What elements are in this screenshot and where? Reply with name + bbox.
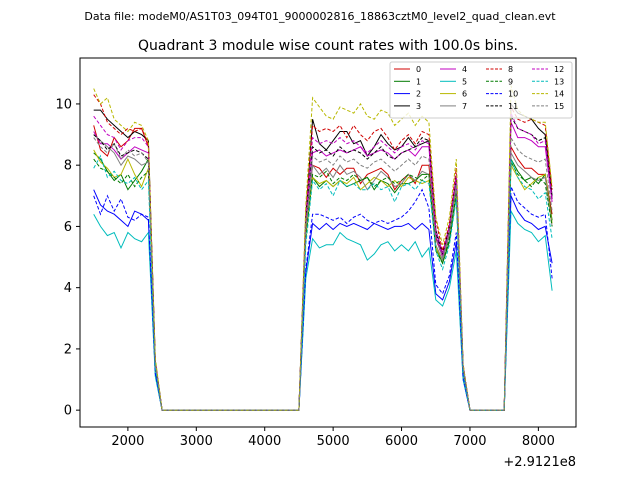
series-line-5 (93, 209, 553, 411)
y-axis: 0 2 4 6 8 10 (55, 97, 80, 419)
series-line-1 (93, 152, 553, 411)
legend-label-5: 5 (462, 77, 467, 86)
legend-label-4: 4 (462, 65, 467, 74)
series-line-0 (93, 125, 553, 411)
legend-label-14: 14 (554, 90, 564, 99)
y-tick-label: 10 (55, 97, 72, 112)
y-tick-label: 6 (64, 220, 72, 235)
series-layer (93, 85, 553, 411)
data-file-label: Data file: modeM0/AS1T03_094T01_90000028… (84, 10, 556, 23)
series-line-9 (93, 158, 553, 411)
series-line-7 (93, 134, 553, 411)
x-tick-label: 3000 (180, 434, 213, 449)
x-tick-label: 4000 (248, 434, 281, 449)
series-line-8 (93, 94, 553, 411)
series-line-4 (93, 122, 553, 411)
legend-label-6: 6 (462, 90, 467, 99)
legend-label-1: 1 (416, 77, 421, 86)
x-tick-label: 7000 (453, 434, 486, 449)
y-tick-label: 8 (64, 159, 72, 174)
x-tick-label: 8000 (522, 434, 555, 449)
series-line-2 (93, 189, 553, 411)
x-offset-label: +2.9121e8 (503, 455, 576, 470)
series-line-14 (93, 85, 553, 411)
x-tick-label: 2000 (111, 434, 144, 449)
x-tick-label: 6000 (385, 434, 418, 449)
legend-label-13: 13 (554, 77, 564, 86)
legend-box (389, 61, 573, 119)
x-tick-label: 5000 (317, 434, 350, 449)
legend-label-2: 2 (416, 90, 421, 99)
series-line-15 (93, 135, 553, 411)
plot-frame (79, 57, 577, 428)
y-tick-label: 2 (64, 342, 72, 357)
series-line-13 (93, 154, 553, 411)
series-line-11 (93, 114, 553, 411)
series-line-10 (93, 186, 553, 411)
legend-label-9: 9 (508, 77, 513, 86)
legend-label-0: 0 (416, 65, 421, 74)
legend-label-3: 3 (416, 102, 421, 111)
legend-label-10: 10 (508, 90, 518, 99)
series-line-3 (93, 102, 553, 411)
series-line-6 (93, 149, 553, 411)
legend-label-12: 12 (554, 65, 564, 74)
legend-label-15: 15 (554, 102, 564, 111)
x-axis: 2000 3000 4000 5000 6000 7000 8000 (111, 427, 555, 449)
legend-label-8: 8 (508, 65, 513, 74)
legend-label-7: 7 (462, 102, 467, 111)
y-tick-label: 4 (64, 281, 72, 296)
y-tick-label: 0 (64, 404, 72, 419)
legend-label-11: 11 (508, 102, 518, 111)
chart-title: Quadrant 3 module wise count rates with … (138, 38, 518, 54)
series-line-12 (93, 112, 553, 411)
